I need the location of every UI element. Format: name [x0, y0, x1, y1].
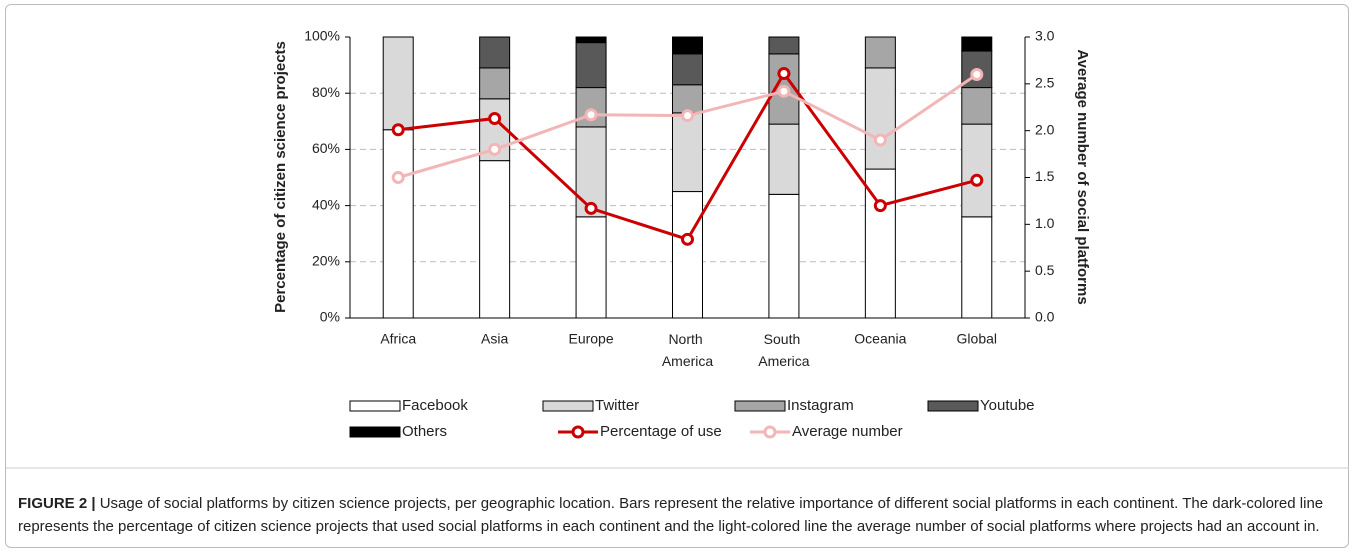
line-marker	[970, 67, 984, 81]
x-tick-label: Africa	[380, 331, 416, 347]
bar-segment	[768, 123, 800, 195]
bar-segment	[672, 84, 703, 114]
caption-label: FIGURE 2 |	[18, 495, 96, 512]
legend-swatch	[349, 426, 401, 438]
line-marker	[777, 67, 791, 81]
x-tick-label: North America	[662, 331, 714, 369]
line-marker	[681, 232, 694, 246]
legend-swatch	[542, 400, 594, 412]
bar-segment	[382, 36, 414, 131]
bar-segment	[768, 36, 800, 55]
figure-frame	[5, 4, 1349, 548]
bar-segment	[575, 42, 607, 89]
legend-label: Youtube	[980, 397, 1035, 414]
legend-swatch	[349, 400, 401, 412]
x-tick-label: South America	[758, 331, 810, 369]
bar-segment	[961, 87, 993, 125]
y2-tick-label: 1.5	[1035, 168, 1055, 184]
x-tick-label: Oceania	[854, 331, 906, 347]
bar-segment	[768, 193, 800, 319]
legend-swatch	[734, 400, 786, 412]
line-marker	[777, 84, 791, 98]
bar-segment	[382, 129, 414, 319]
bar-segment	[961, 216, 993, 319]
y2-tick-label: 1.0	[1035, 215, 1055, 231]
caption: FIGURE 2 | Usage of social platforms by …	[18, 492, 1338, 538]
bar-segment	[479, 36, 511, 69]
bar-segment	[864, 36, 896, 69]
legend-label: Average number	[792, 423, 903, 440]
y2-axis-label: Average number of social platforms	[1074, 49, 1091, 304]
line-marker	[391, 171, 405, 184]
y2-tick-label: 0.5	[1035, 262, 1055, 278]
y-axis-label: Percentage of citizen science projects	[272, 41, 289, 313]
x-tick-label: Global	[957, 331, 997, 347]
bar-segment	[575, 216, 607, 319]
line-marker	[488, 142, 502, 156]
bar-segment	[575, 36, 607, 44]
y-tick-label: 20%	[312, 253, 340, 269]
legend-swatch	[927, 400, 979, 412]
y-tick-label: 80%	[312, 84, 340, 100]
line-marker	[391, 123, 405, 137]
x-tick-label: Europe	[568, 331, 613, 347]
y-tick-label: 60%	[312, 140, 340, 156]
legend-swatch	[571, 425, 585, 439]
line-marker	[488, 111, 502, 125]
bar-segment	[961, 123, 993, 218]
legend-swatch	[763, 425, 777, 439]
line-marker	[873, 199, 887, 213]
line-marker	[873, 133, 887, 147]
y2-tick-label: 2.5	[1035, 75, 1055, 91]
bar-segment	[672, 36, 703, 55]
bar-segment	[672, 191, 703, 319]
legend-label: Twitter	[595, 397, 639, 414]
bar-segment	[672, 112, 703, 193]
bar-segment	[575, 126, 607, 218]
line-marker	[584, 108, 598, 122]
y-tick-label: 0%	[320, 309, 340, 325]
line-marker	[970, 173, 984, 187]
y-tick-label: 40%	[312, 196, 340, 212]
y2-tick-label: 3.0	[1035, 28, 1055, 44]
legend-label: Percentage of use	[600, 423, 722, 440]
legend-label: Others	[402, 423, 447, 440]
legend-label: Instagram	[787, 397, 854, 414]
legend-label: Facebook	[402, 397, 468, 414]
line-marker	[681, 109, 694, 123]
line-marker	[584, 201, 598, 215]
chart: Percentage of citizen science projects A…	[6, 28, 1349, 469]
y2-tick-label: 2.0	[1035, 121, 1055, 137]
caption-text: Usage of social platforms by citizen sci…	[18, 495, 1324, 535]
bar-segment	[479, 67, 511, 100]
bar-segment	[864, 67, 896, 170]
x-tick-label: Asia	[481, 331, 508, 347]
bar-segment	[961, 36, 993, 52]
bar-segment	[672, 53, 703, 86]
y2-tick-label: 0.0	[1035, 309, 1055, 325]
y-tick-label: 100%	[304, 28, 340, 44]
bar-segment	[479, 160, 511, 319]
